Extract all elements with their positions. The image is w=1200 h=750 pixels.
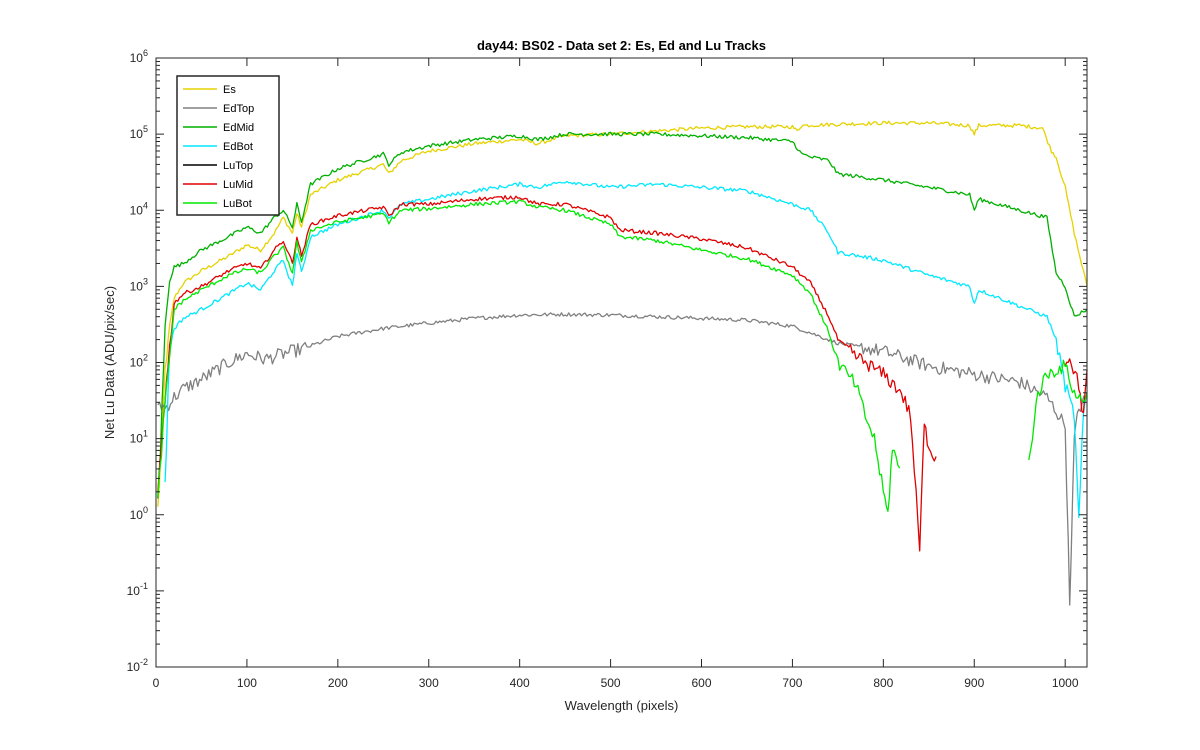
series-line-edbot	[164, 180, 1088, 518]
y-axis-label: Net Lu Data (ADU/pix/sec)	[102, 286, 117, 439]
y-tick-label: 10-1	[127, 581, 148, 598]
series-line-lubot	[157, 199, 1088, 512]
y-tick-label: 100	[130, 505, 148, 522]
x-tick-label: 900	[964, 676, 984, 690]
legend-label-lubot: LuBot	[223, 198, 252, 210]
x-axis-label: Wavelength (pixels)	[565, 698, 679, 713]
legend-label-lumid: LuMid	[223, 179, 253, 191]
chart-title: day44: BS02 - Data set 2: Es, Ed and Lu …	[477, 38, 766, 53]
x-tick-label: 300	[419, 676, 439, 690]
y-tick-label: 101	[130, 429, 148, 446]
legend-label-edbot: EdBot	[223, 141, 253, 153]
y-tick-label: 106	[130, 48, 148, 65]
series-layer	[157, 120, 1088, 606]
legend-label-es: Es	[223, 84, 236, 96]
x-tick-label: 200	[328, 676, 348, 690]
series-line-lumid	[157, 195, 1088, 552]
legend-label-edtop: EdTop	[223, 103, 254, 115]
x-tick-label: 800	[873, 676, 893, 690]
y-tick-label: 102	[130, 353, 148, 370]
x-tick-label: 500	[601, 676, 621, 690]
y-axis: 10-2 10-1 100 101 102 103 104 105 106	[127, 48, 1087, 674]
x-tick-label: 400	[510, 676, 530, 690]
x-tick-label: 0	[153, 676, 160, 690]
series-line-es	[157, 120, 1088, 507]
legend-label-edmid: EdMid	[223, 122, 254, 134]
plot-area	[156, 58, 1087, 667]
y-tick-label: 104	[130, 200, 148, 217]
series-line-edmid	[157, 131, 1088, 499]
series-line-edtop	[157, 312, 1088, 606]
y-tick-label: 105	[130, 124, 148, 141]
x-tick-label: 100	[237, 676, 257, 690]
x-tick-label: 1000	[1052, 676, 1079, 690]
legend-label-lutop: LuTop	[223, 160, 253, 172]
x-tick-label: 700	[782, 676, 802, 690]
legend: Es EdTop EdMid EdBot LuTop LuMid LuBot	[176, 75, 280, 216]
x-tick-label: 600	[691, 676, 711, 690]
x-axis: 0 100 200 300 400 500 600 700 800 900 1000	[153, 58, 1079, 690]
y-tick-label: 103	[130, 276, 148, 293]
y-tick-label: 10-2	[127, 657, 148, 674]
